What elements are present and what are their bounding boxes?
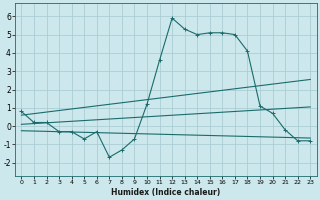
X-axis label: Humidex (Indice chaleur): Humidex (Indice chaleur) xyxy=(111,188,220,197)
